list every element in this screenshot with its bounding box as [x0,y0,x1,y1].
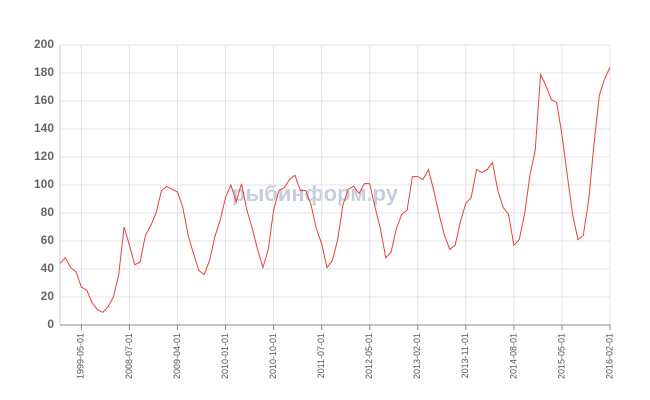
y-tick-label: 160 [34,93,54,107]
y-tick-label: 120 [34,149,54,163]
line [59,67,611,314]
y-tick-label: 40 [41,261,55,275]
x-tick-label: 2014-08-01 [508,333,518,379]
x-tick-label: 2011-07-01 [316,333,326,378]
y-tick-label: 180 [34,65,54,79]
y-tick-label: 140 [34,121,54,135]
x-tick-label: 2008-07-01 [124,333,134,379]
x-tick-label: 2010-01-01 [220,333,230,379]
y-tick-label: 60 [41,233,55,247]
y-tick-label: 0 [47,317,54,331]
x-tick-label: 1999-05-01 [76,333,86,379]
x-tick-label: 2009-04-01 [172,333,182,379]
x-tick-label: 2013-02-01 [412,333,422,379]
y-tick-label: 100 [34,177,54,191]
x-tick-label: 2010-10-01 [268,333,278,379]
y-tick-label: 20 [41,289,55,303]
y-tick-label: 200 [34,37,54,51]
x-tick-label: 2015-05-01 [556,333,566,379]
x-tick-label: 2013-11-01 [460,333,470,378]
y-tick-label: 80 [41,205,55,219]
x-tick-label: 2012-05-01 [364,333,374,379]
x-tick-label: 2016-02-01 [604,333,614,379]
